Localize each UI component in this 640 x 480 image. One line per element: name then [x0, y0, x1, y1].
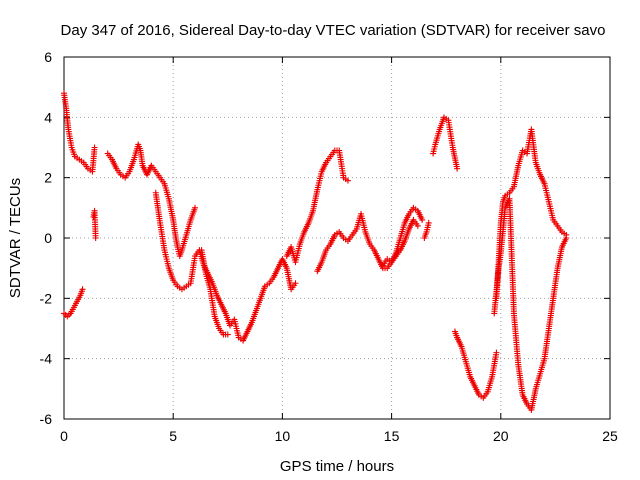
y-tick-label: -6 [40, 411, 53, 427]
data-point [224, 331, 231, 338]
x-tick-label: 5 [169, 428, 177, 444]
series-5 [152, 189, 299, 344]
y-tick-label: -4 [40, 351, 53, 367]
data-point [192, 204, 199, 211]
y-tick-label: 6 [44, 49, 52, 65]
y-axis-label: SDTVAR / TECUs [7, 178, 24, 298]
series-9 [379, 216, 421, 269]
data-point [425, 219, 432, 226]
y-tick-label: 2 [44, 170, 52, 186]
data-point [563, 235, 570, 241]
data-point [414, 222, 421, 229]
grid [64, 57, 610, 419]
series-3 [90, 207, 99, 241]
x-axis-label: GPS time / hours [280, 458, 394, 475]
data-point [454, 165, 461, 172]
data-point [292, 280, 299, 287]
y-tick-label: -2 [40, 290, 53, 306]
series-10 [421, 219, 432, 241]
y-tick-label: 0 [44, 230, 52, 246]
x-tick-label: 25 [602, 428, 618, 444]
chart-title: Day 347 of 2016, Sidereal Day-to-day VTE… [61, 22, 606, 39]
x-tick-label: 15 [384, 428, 400, 444]
series-8 [314, 204, 426, 275]
series-1 [61, 90, 98, 175]
series-6 [198, 247, 231, 338]
x-tick-label: 20 [493, 428, 509, 444]
axis-ticks: 0 5 10 15 20 25 -6 -4 -2 0 2 4 6 [40, 49, 618, 444]
series-14 [491, 195, 570, 413]
data-point [493, 349, 500, 356]
series-7 [283, 147, 351, 266]
x-tick-label: 0 [60, 428, 68, 444]
series-12 [451, 328, 500, 401]
data-point [344, 177, 351, 184]
data-point [79, 286, 86, 293]
data-point [91, 144, 98, 151]
data-point [419, 216, 426, 223]
series-4 [104, 141, 199, 260]
y-tick-label: 4 [44, 109, 52, 125]
data-marks [61, 90, 570, 413]
series-11 [430, 114, 461, 172]
series-2 [61, 286, 86, 320]
x-tick-label: 10 [275, 428, 291, 444]
data-point [92, 235, 99, 241]
